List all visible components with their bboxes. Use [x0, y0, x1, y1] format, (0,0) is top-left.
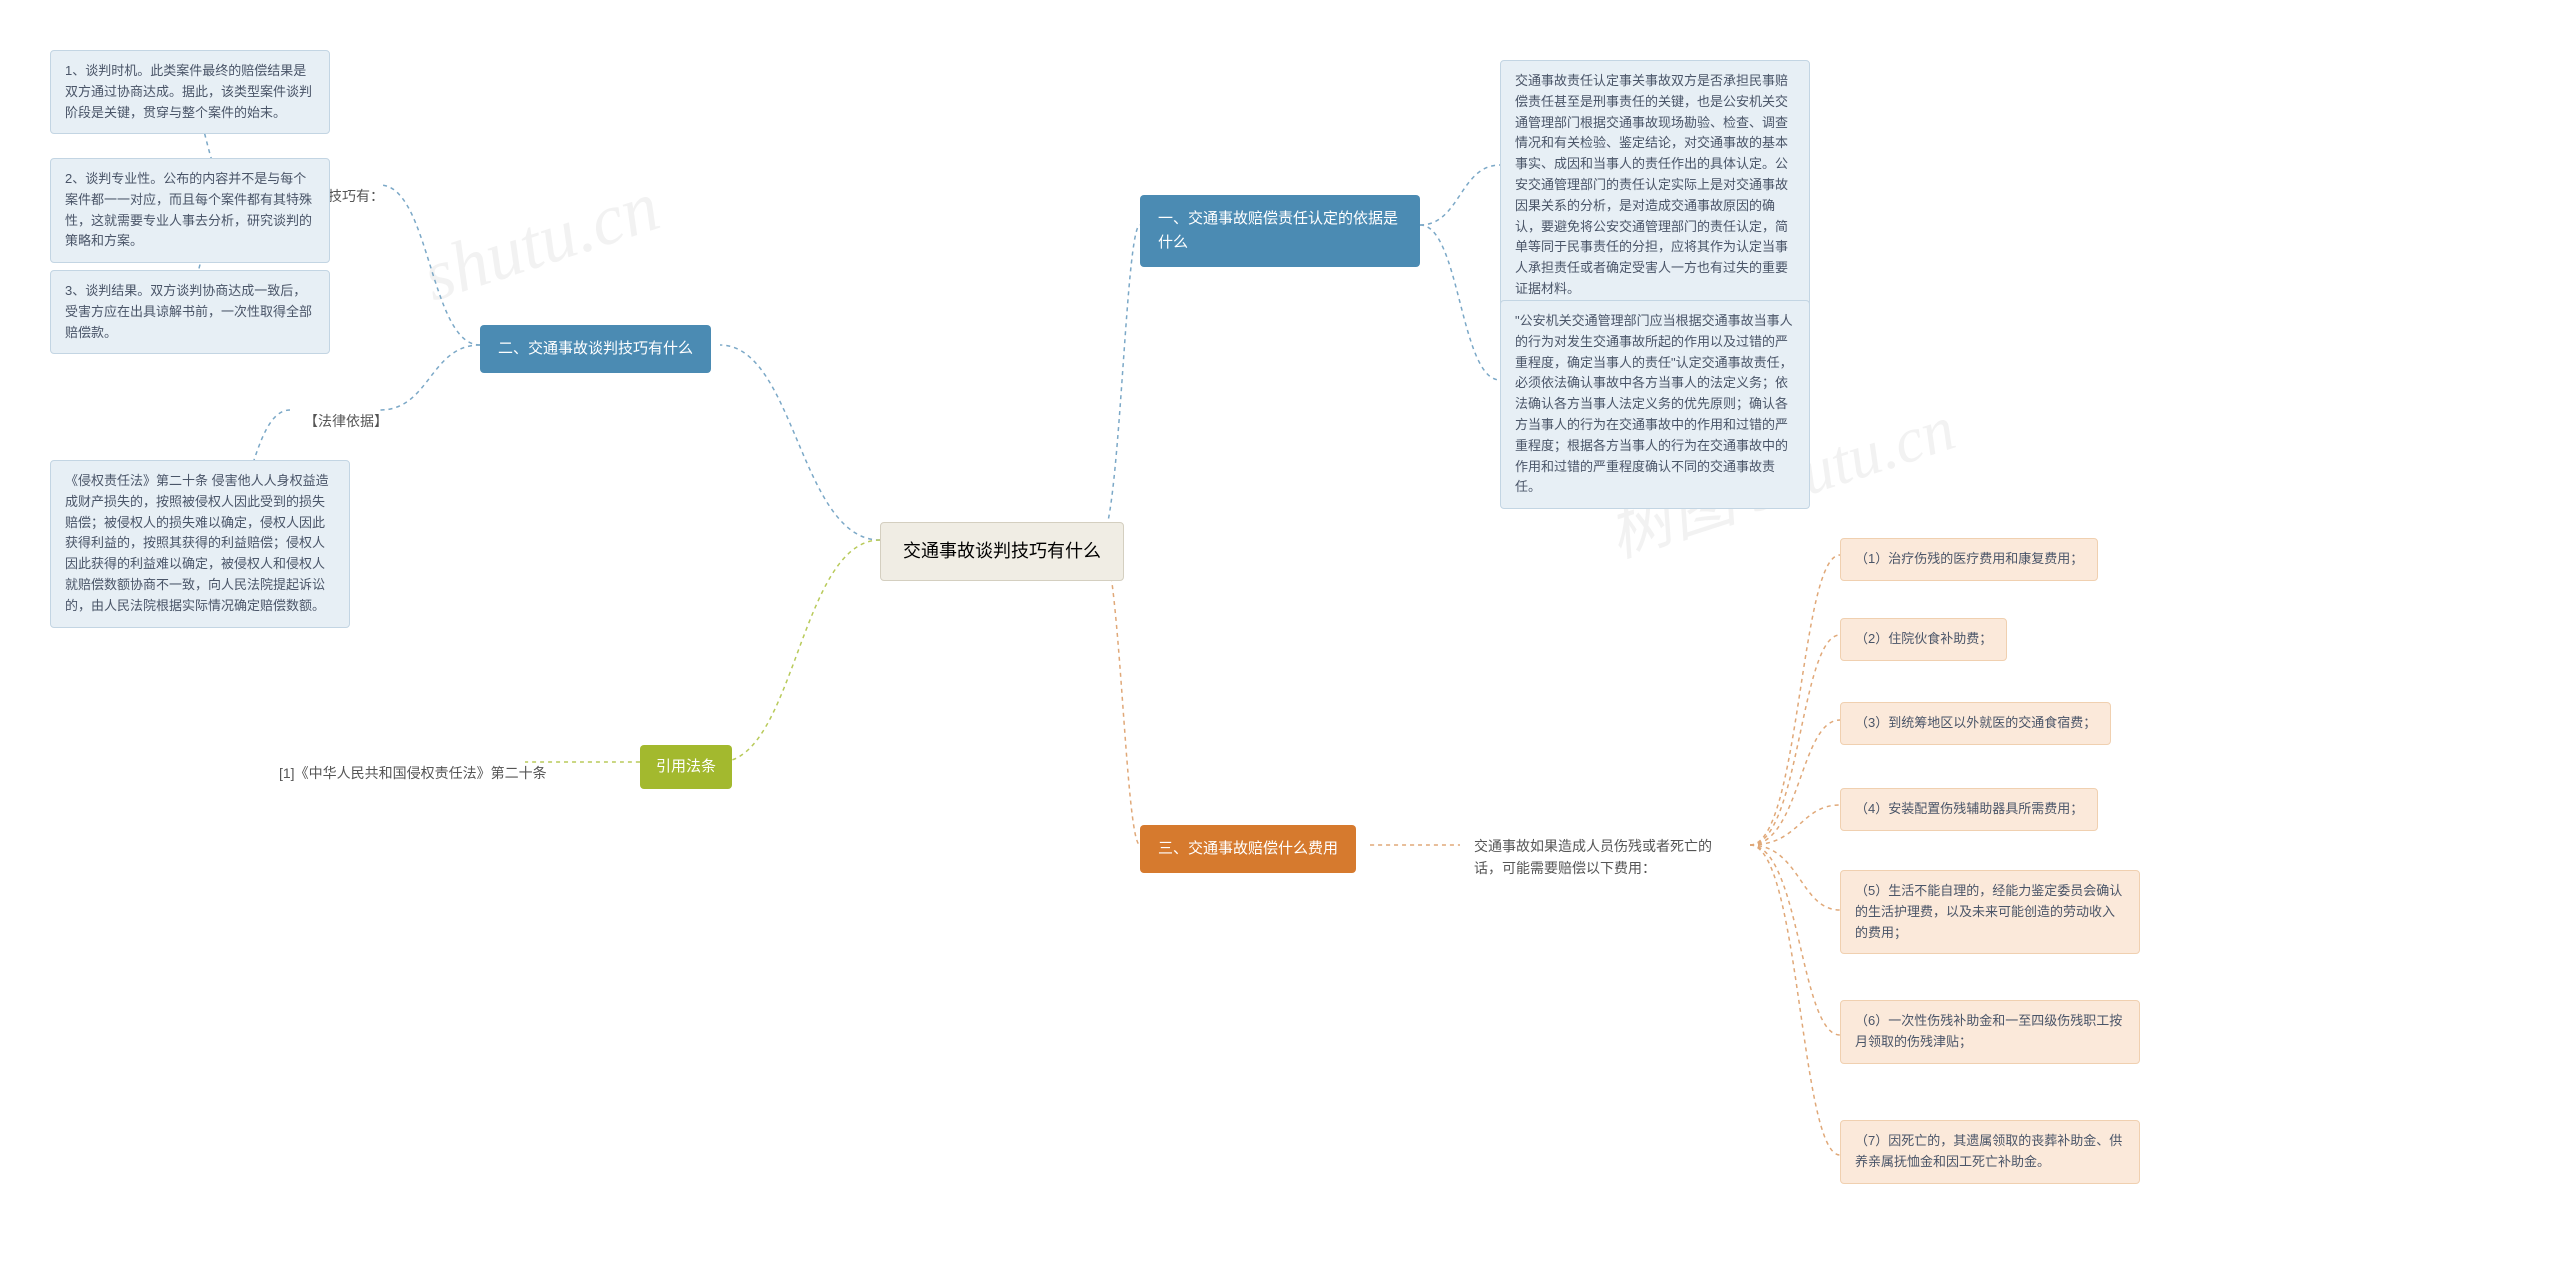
section3-intro: 交通事故如果造成人员伤残或者死亡的话，可能需要赔偿以下费用： [1460, 825, 1750, 890]
center-node: 交通事故谈判技巧有什么 [880, 522, 1124, 581]
section3-item-1: （1）治疗伤残的医疗费用和康复费用； [1840, 538, 2098, 581]
watermark-1: shutu.cn [413, 165, 669, 319]
section1-detail2: "公安机关交通管理部门应当根据交通事故当事人的行为对发生交通事故所起的作用以及过… [1500, 300, 1810, 509]
section3-title: 三、交通事故赔偿什么费用 [1140, 825, 1356, 873]
section3-item-3: （3）到统筹地区以外就医的交通食宿费； [1840, 702, 2111, 745]
section3-item-2: （2）住院伙食补助费； [1840, 618, 2007, 661]
section2-tip-3: 3、谈判结果。双方谈判协商达成一致后，受害方应在出具谅解书前，一次性取得全部赔偿… [50, 270, 330, 354]
citation-text: [1]《中华人民共和国侵权责任法》第二十条 [265, 752, 561, 794]
section2-tip-2: 2、谈判专业性。公布的内容并不是与每个案件都一一对应，而且每个案件都有其特殊性，… [50, 158, 330, 263]
citation-label: 引用法条 [640, 745, 732, 789]
section3-item-5: （5）生活不能自理的，经能力鉴定委员会确认的生活护理费，以及未来可能创造的劳动收… [1840, 870, 2140, 954]
section2-title: 二、交通事故谈判技巧有什么 [480, 325, 711, 373]
section1-title: 一、交通事故赔偿责任认定的依据是什么 [1140, 195, 1420, 267]
section2-tip-1: 1、谈判时机。此类案件最终的赔偿结果是双方通过协商达成。据此，该类型案件谈判阶段… [50, 50, 330, 134]
section3-item-6: （6）一次性伤残补助金和一至四级伤残职工按月领取的伤残津贴； [1840, 1000, 2140, 1064]
section3-item-4: （4）安装配置伤残辅助器具所需费用； [1840, 788, 2098, 831]
section2-legal-text: 《侵权责任法》第二十条 侵害他人人身权益造成财产损失的，按照被侵权人因此受到的损… [50, 460, 350, 628]
section3-item-7: （7）因死亡的，其遗属领取的丧葬补助金、供养亲属抚恤金和因工死亡补助金。 [1840, 1120, 2140, 1184]
section1-detail1: 交通事故责任认定事关事故双方是否承担民事赔偿责任甚至是刑事责任的关键，也是公安机… [1500, 60, 1810, 311]
section2-legal-label: 【法律依据】 [290, 400, 402, 442]
